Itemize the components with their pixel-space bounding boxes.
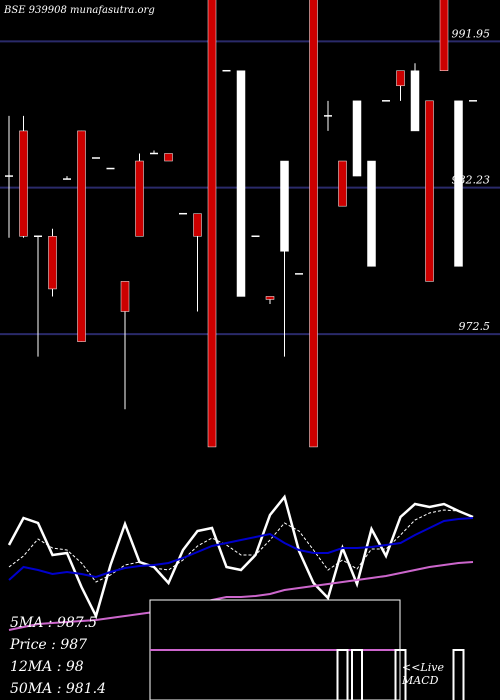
macd-panel <box>149 599 465 700</box>
candle <box>150 150 158 155</box>
candle <box>396 70 405 101</box>
candle <box>77 130 86 342</box>
macd-label-macd: MACD <box>402 674 439 687</box>
ma-short-line <box>8 509 474 583</box>
candle-layer <box>5 0 477 448</box>
candle-body <box>135 160 144 237</box>
candle <box>120 281 130 410</box>
candle-body <box>367 160 376 267</box>
macd-label-live: <<Live <box>402 661 444 674</box>
candle-body <box>164 153 173 162</box>
candle <box>193 213 202 312</box>
candle-body <box>193 213 202 237</box>
candle <box>324 100 332 131</box>
ma-long-line <box>8 561 474 631</box>
candle <box>352 100 362 177</box>
candle-body <box>19 130 28 237</box>
macd-bar <box>394 649 407 700</box>
candle-body <box>236 70 246 297</box>
ma-mid-line <box>8 517 474 581</box>
candle-body <box>425 100 434 282</box>
candle-body <box>207 0 217 448</box>
candle <box>19 115 28 238</box>
candle-body <box>48 236 57 290</box>
candle-body <box>265 296 275 300</box>
candle-body <box>338 160 347 207</box>
candle-body <box>352 100 362 177</box>
macd-bar <box>336 649 349 700</box>
candle-body <box>410 70 420 132</box>
candle <box>207 0 217 448</box>
price-line <box>7 494 474 620</box>
candle <box>236 70 246 297</box>
stat-5ma: 5MA : 987.5 <box>10 615 98 631</box>
candle <box>63 176 71 180</box>
candle <box>439 0 449 71</box>
candle <box>309 0 318 448</box>
candle <box>164 153 173 162</box>
candle-body <box>309 0 318 448</box>
candle-body <box>280 160 289 252</box>
stat-50ma: 50MA : 981.4 <box>10 681 106 697</box>
candle-body <box>439 0 449 71</box>
y-tick-label: 972.5 <box>459 320 491 333</box>
candle-body <box>120 281 130 312</box>
indicator-layer <box>7 494 474 631</box>
candle <box>367 160 376 267</box>
candle-body <box>454 100 463 267</box>
candle <box>5 115 13 238</box>
candle-body <box>396 70 405 87</box>
stat-price: Price : 987 <box>10 637 88 653</box>
candle <box>280 160 289 357</box>
candle <box>410 63 420 132</box>
macd-bar <box>351 649 363 700</box>
candle <box>338 160 347 207</box>
candle <box>34 235 42 357</box>
chart-title: BSE 939908 munafasutra.org <box>4 5 155 16</box>
candle <box>425 100 434 282</box>
candle <box>135 153 144 237</box>
candle <box>48 228 57 297</box>
y-tick-label: 991.95 <box>452 27 491 40</box>
candle <box>454 100 463 267</box>
candle-body <box>77 130 86 342</box>
macd-bar <box>452 649 465 700</box>
candle <box>265 296 275 304</box>
stat-12ma: 12MA : 98 <box>10 659 84 675</box>
